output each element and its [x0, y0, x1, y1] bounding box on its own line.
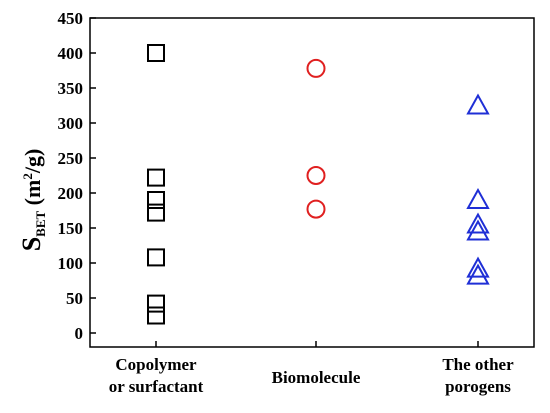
- y-tick-label: 100: [58, 254, 84, 273]
- data-point-square: [147, 203, 165, 222]
- data-point-square: [147, 248, 165, 267]
- data-point-square: [147, 294, 165, 313]
- data-point-triangle: [466, 256, 490, 278]
- data-point-triangle: [466, 93, 490, 115]
- y-tick-label: 250: [58, 149, 84, 168]
- y-tick-label: 0: [75, 324, 84, 343]
- x-category-label: or surfactant: [109, 377, 204, 396]
- x-category-label: porogens: [445, 377, 511, 396]
- data-point-square: [147, 191, 165, 209]
- data-point-square: [147, 306, 165, 325]
- y-tick-label: 50: [66, 289, 83, 308]
- x-category-label: Copolymer: [115, 355, 197, 374]
- y-tick-label: 400: [58, 44, 84, 63]
- y-tick-label: 450: [58, 9, 84, 28]
- data-point-circle: [306, 199, 326, 219]
- data-point-square: [147, 44, 165, 62]
- data-point-triangle: [466, 219, 490, 241]
- y-tick-label: 200: [58, 184, 84, 203]
- data-point-square: [147, 168, 165, 187]
- data-point-triangle: [466, 212, 490, 234]
- plot-frame: [89, 17, 535, 348]
- data-point-triangle: [466, 263, 490, 285]
- x-category-label: The other: [442, 355, 514, 374]
- data-point-circle: [306, 58, 326, 78]
- y-tick-label: 300: [58, 114, 84, 133]
- y-tick-label: 150: [58, 219, 84, 238]
- data-point-circle: [306, 166, 326, 185]
- y-axis-label: SBET (m2/g): [17, 149, 48, 252]
- data-point-triangle: [466, 187, 490, 209]
- y-tick-label: 350: [58, 79, 84, 98]
- y-axis-label-text: SBET (m2/g): [17, 149, 48, 252]
- x-category-label: Biomolecule: [272, 368, 361, 387]
